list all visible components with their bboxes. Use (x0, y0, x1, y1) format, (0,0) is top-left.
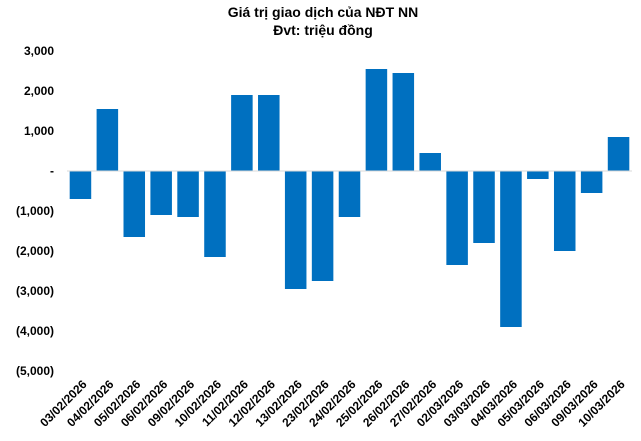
bar (446, 171, 468, 265)
bar (204, 171, 226, 257)
bar (338, 171, 361, 217)
y-tick-label: - (50, 164, 54, 178)
bar (177, 171, 199, 217)
y-tick-label: 1,000 (24, 124, 54, 138)
bar (311, 171, 334, 281)
bar (527, 171, 549, 179)
y-tick-label: (2,000) (16, 244, 54, 258)
bar (284, 171, 307, 289)
bar (580, 171, 603, 193)
bar (365, 69, 388, 171)
bar (500, 171, 522, 327)
bar (96, 109, 119, 171)
bar (231, 95, 253, 171)
y-tick-label: 2,000 (24, 84, 54, 98)
chart-subtitle: Đvt: triệu đồng (273, 22, 373, 38)
bar (150, 171, 172, 215)
bar (258, 95, 280, 171)
y-tick-label: 3,000 (24, 44, 54, 58)
y-tick-label: (4,000) (16, 324, 54, 338)
bar (123, 171, 146, 237)
bar (392, 73, 415, 171)
y-tick-label: (5,000) (16, 364, 54, 378)
y-axis: 3,000 2,000 1,000 - (1,000) (2,000) (3,000) (4,… (16, 44, 54, 378)
bar (607, 137, 630, 171)
bar (553, 171, 576, 251)
chart-title: Giá trị giao dịch của NĐT NN (228, 4, 419, 20)
bar (419, 153, 441, 171)
bars (69, 69, 630, 327)
bar (473, 171, 495, 243)
bar (69, 171, 92, 199)
y-tick-label: (3,000) (16, 284, 54, 298)
y-tick-label: (1,000) (16, 204, 54, 218)
x-axis: 03/02/202604/02/202605/02/202606/02/2026… (37, 377, 628, 430)
